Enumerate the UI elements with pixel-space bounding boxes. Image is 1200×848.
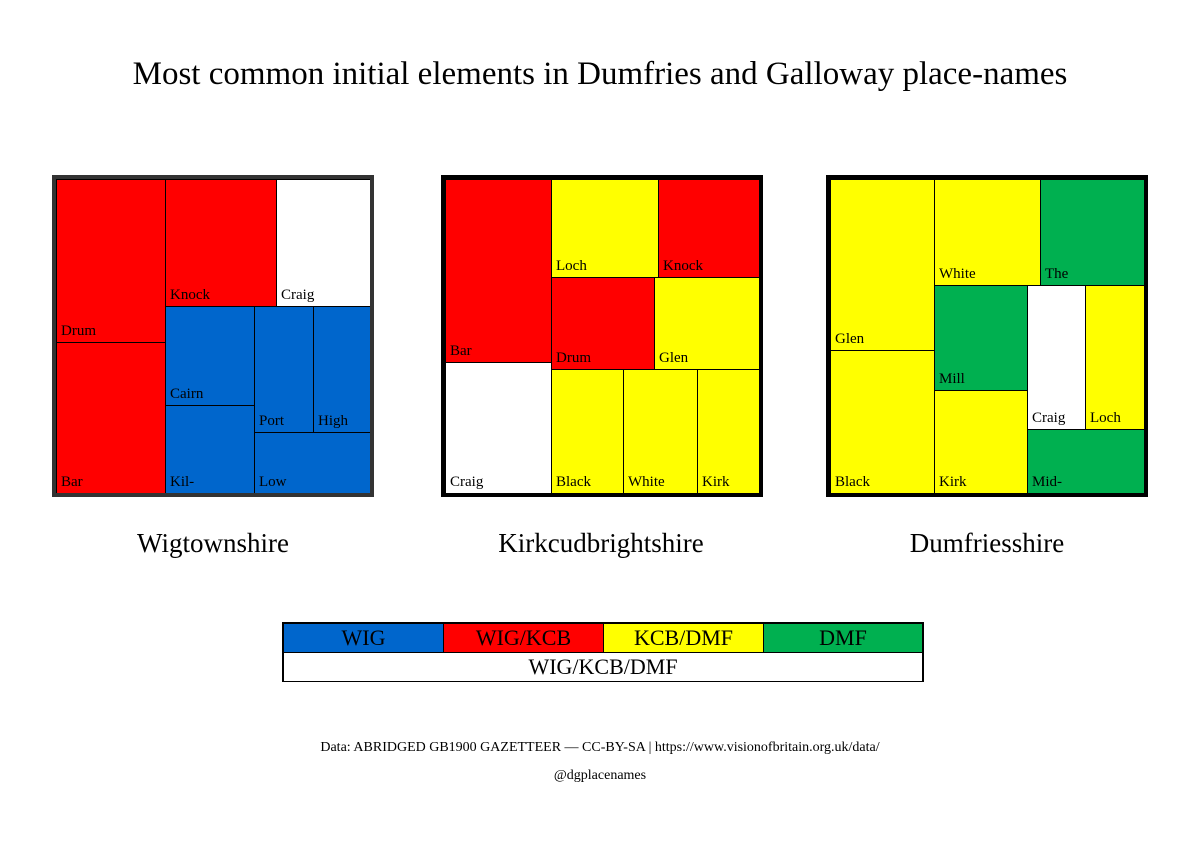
region-label-kirkcudbrightshire: Kirkcudbrightshire	[498, 528, 704, 558]
treemap-cell-kirkcudbrightshire-glen: Glen	[654, 277, 759, 370]
treemap-cell-label: High	[318, 413, 348, 429]
treemap-cell-dumfriesshire-loch: Loch	[1085, 285, 1144, 430]
region-label-dumfriesshire: Dumfriesshire	[909, 528, 1065, 558]
treemap-cell-wigtownshire-high: High	[313, 306, 370, 433]
treemap-cell-label: The	[1045, 266, 1069, 282]
treemap-cell-dumfriesshire-white: White	[934, 179, 1041, 286]
chart-title: Most common initial elements in Dumfries…	[132, 56, 1068, 92]
treemap-cell-kirkcudbrightshire-white: White	[623, 369, 698, 493]
treemap-cell-wigtownshire-port: Port	[254, 306, 314, 433]
treemap-cell-label: Kil-	[170, 474, 195, 490]
treemap-cell-label: Knock	[663, 258, 703, 274]
treemap-cell-kirkcudbrightshire-drum: Drum	[551, 277, 655, 370]
treemap-cell-label: Loch	[556, 258, 587, 274]
treemap-cell-dumfriesshire-glen: Glen	[830, 179, 935, 351]
treemap-wigtownshire: Drum Bar Knock Craig Cairn Kil- Port High Low	[52, 175, 374, 497]
treemap-cell-label: Bar	[61, 474, 83, 490]
legend-item-dmf: DMF	[764, 624, 922, 652]
legend-item-wig: WIG	[284, 624, 444, 652]
treemap-cell-kirkcudbrightshire-craig: Craig	[445, 362, 552, 493]
treemap-cell-label: Kirk	[939, 474, 967, 490]
legend-item-wig-kcb-dmf: WIG/KCB/DMF	[284, 653, 922, 681]
treemap-cell-kirkcudbrightshire-bar: Bar	[445, 179, 552, 363]
treemap-cell-dumfriesshire-craig: Craig	[1027, 285, 1086, 430]
treemap-cell-label: Drum	[556, 350, 591, 366]
legend-item-kcb-dmf: KCB/DMF	[604, 624, 764, 652]
treemap-cell-label: Port	[259, 413, 285, 429]
treemap-cell-label: Drum	[61, 323, 96, 339]
treemap-kirkcudbrightshire: Bar Craig Loch Knock Drum Glen Black White Kirk	[441, 175, 763, 497]
treemap-cell-wigtownshire-cairn: Cairn	[165, 306, 255, 406]
treemap-cell-label: Bar	[450, 343, 472, 359]
legend: WIG WIG/KCB KCB/DMF DMF WIG/KCB/DMF	[282, 622, 924, 682]
treemap-cell-dumfriesshire-kirk: Kirk	[934, 390, 1028, 493]
legend-row-top: WIG WIG/KCB KCB/DMF DMF	[284, 624, 922, 652]
treemap-cell-label: Mid-	[1032, 474, 1062, 490]
treemap-cell-dumfriesshire-mid: Mid-	[1027, 429, 1144, 493]
treemap-cell-dumfriesshire-mill: Mill	[934, 285, 1028, 391]
author-handle: @dgplacenames	[553, 768, 647, 783]
treemap-cell-label: Craig	[1032, 410, 1066, 426]
treemap-cell-label: Mill	[939, 371, 965, 387]
treemap-cell-label: Glen	[659, 350, 689, 366]
region-label-wigtownshire: Wigtownshire	[137, 528, 289, 558]
treemap-cell-dumfriesshire-the: The	[1040, 179, 1144, 286]
treemap-cell-kirkcudbrightshire-knock: Knock	[658, 179, 759, 278]
treemap-cell-label: White	[939, 266, 976, 282]
treemap-cell-label: Low	[259, 474, 287, 490]
legend-item-wig-kcb: WIG/KCB	[444, 624, 604, 652]
treemap-cell-kirkcudbrightshire-loch: Loch	[551, 179, 659, 278]
treemap-cell-label: Glen	[835, 331, 865, 347]
data-source-credit: Data: ABRIDGED GB1900 GAZETTEER — CC-BY-…	[320, 740, 880, 755]
treemap-cell-label: White	[628, 474, 665, 490]
treemap-dumfriesshire: Glen Black White The Mill Kirk Craig Loch Mid-	[826, 175, 1148, 497]
treemap-cell-label: Black	[835, 474, 870, 490]
treemap-cell-wigtownshire-low: Low	[254, 432, 370, 493]
treemap-cell-kirkcudbrightshire-black: Black	[551, 369, 624, 493]
legend-row-bottom: WIG/KCB/DMF	[284, 652, 922, 681]
treemap-cell-wigtownshire-knock: Knock	[165, 179, 277, 307]
treemap-cell-label: Loch	[1090, 410, 1121, 426]
treemap-cell-dumfriesshire-black: Black	[830, 350, 935, 493]
treemap-cell-kirkcudbrightshire-kirk: Kirk	[697, 369, 759, 493]
treemap-cell-wigtownshire-bar: Bar	[56, 342, 166, 493]
treemap-cell-wigtownshire-kil: Kil-	[165, 405, 255, 493]
treemap-cell-wigtownshire-drum: Drum	[56, 179, 166, 343]
treemap-cell-wigtownshire-craig: Craig	[276, 179, 370, 307]
treemap-cell-label: Kirk	[702, 474, 730, 490]
treemap-cell-label: Craig	[450, 474, 484, 490]
treemap-cell-label: Craig	[281, 287, 315, 303]
treemap-cell-label: Black	[556, 474, 591, 490]
treemap-cell-label: Cairn	[170, 386, 204, 402]
treemap-cell-label: Knock	[170, 287, 210, 303]
